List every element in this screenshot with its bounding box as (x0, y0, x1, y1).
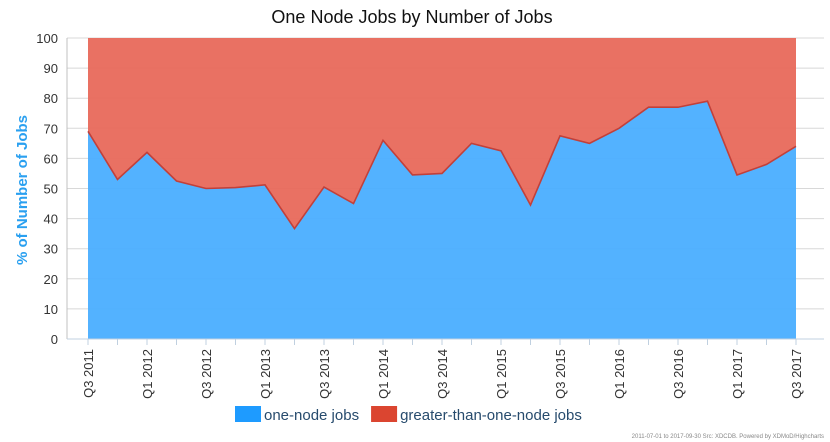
y-tick-label: 30 (44, 242, 58, 257)
area-one-node-jobs (88, 101, 796, 340)
legend-label: one-node jobs (264, 407, 359, 424)
x-tick-label: Q1 2012 (140, 349, 155, 399)
legend-item-one-node-jobs[interactable]: one-node jobs (235, 406, 359, 424)
x-tick-label: Q1 2015 (494, 349, 509, 399)
y-tick-label: 90 (44, 61, 58, 76)
series-line (87, 100, 797, 230)
legend-swatch (235, 406, 261, 422)
y-tick-label: 10 (44, 302, 58, 317)
x-tick-label: Q3 2011 (81, 349, 96, 398)
legend: one-node jobs greater-than-one-node jobs (235, 406, 582, 424)
x-tick-label: Q3 2013 (317, 349, 332, 399)
x-tick-label: Q3 2015 (553, 349, 568, 399)
x-tick-label: Q3 2012 (199, 349, 214, 399)
y-tick-label: 20 (44, 272, 58, 287)
area-greater-than-one-node-jobs (88, 38, 796, 229)
y-tick-label: 50 (44, 182, 58, 197)
x-tick-label: Q3 2016 (671, 349, 686, 399)
x-tick-label: Q1 2014 (376, 349, 391, 399)
y-tick-label: 0 (51, 332, 58, 347)
plot-area (87, 38, 797, 340)
x-tick-label: Q3 2014 (435, 349, 450, 399)
x-axis-ticks: Q3 2011 Q1 2012 Q3 2012 Q1 2013 Q3 2013 Q1 20… (81, 339, 804, 399)
chart-title: One Node Jobs by Number of Jobs (271, 7, 552, 27)
y-tick-label: 100 (36, 31, 58, 46)
legend-item-greater-than-one-node-jobs[interactable]: greater-than-one-node jobs (371, 406, 582, 424)
y-tick-label: 40 (44, 212, 58, 227)
x-tick-label: Q1 2017 (730, 349, 745, 399)
y-axis-ticks: 0 10 20 30 40 50 60 70 80 90 100 (36, 31, 58, 347)
legend-swatch (371, 406, 398, 422)
x-tick-label: Q3 2017 (789, 349, 804, 399)
legend-label: greater-than-one-node jobs (400, 407, 582, 424)
y-tick-label: 70 (44, 121, 58, 136)
y-axis-label: % of Number of Jobs (14, 115, 31, 265)
x-tick-label: Q1 2013 (258, 349, 273, 399)
y-tick-label: 60 (44, 151, 58, 166)
axes (66, 38, 824, 340)
credits: 2011-07-01 to 2017-09-30 Src: XDCDB. Pow… (632, 434, 824, 440)
y-tick-label: 80 (44, 91, 58, 106)
x-tick-label: Q1 2016 (612, 349, 627, 399)
